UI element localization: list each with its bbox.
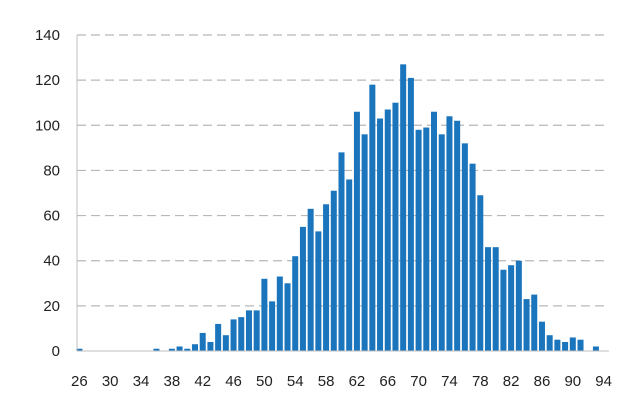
bar — [76, 348, 83, 351]
bar — [238, 317, 245, 351]
bar — [361, 134, 368, 351]
bar — [292, 256, 299, 351]
y-tick-labels: 0 20 40 60 80 100 120 140 — [35, 27, 60, 360]
bar — [261, 278, 268, 351]
bar — [569, 337, 576, 351]
bar — [554, 339, 561, 351]
bar — [176, 346, 183, 351]
bar — [184, 348, 191, 351]
bar — [423, 127, 430, 351]
bar — [431, 111, 438, 352]
bar — [477, 195, 484, 351]
bar — [215, 323, 222, 351]
y-tick-label: 20 — [43, 298, 60, 315]
bar — [199, 332, 206, 351]
bar — [338, 152, 345, 351]
bar — [168, 348, 175, 351]
bar — [538, 321, 545, 351]
x-tick-label: 46 — [225, 373, 242, 390]
bar — [562, 341, 569, 351]
x-tick-label: 62 — [349, 373, 366, 390]
bar — [384, 109, 391, 352]
x-tick-label: 58 — [318, 373, 335, 390]
x-tick-label: 54 — [287, 373, 304, 390]
y-tick-label: 80 — [43, 162, 60, 179]
bar — [446, 116, 453, 351]
bar — [253, 310, 260, 351]
x-tick-label: 82 — [503, 373, 520, 390]
axes — [76, 35, 609, 352]
bar — [284, 283, 291, 351]
bar — [484, 247, 491, 351]
bar — [469, 163, 476, 351]
bar — [330, 190, 337, 351]
y-tick-label: 120 — [35, 72, 60, 89]
bar — [392, 102, 399, 352]
y-tick-label: 60 — [43, 208, 60, 225]
bar — [315, 231, 322, 351]
x-tick-label: 42 — [194, 373, 211, 390]
y-tick-label: 40 — [43, 253, 60, 270]
x-tick-labels: 26 30 34 38 42 46 50 54 58 62 66 70 74 78 82 86 90 94 — [71, 373, 612, 390]
bar — [323, 204, 330, 351]
bar — [153, 348, 160, 351]
bar — [508, 265, 515, 351]
bar — [407, 77, 414, 351]
bar — [276, 276, 283, 351]
bar — [531, 294, 538, 351]
x-tick-label: 26 — [71, 373, 88, 390]
bar — [454, 120, 461, 352]
bar — [299, 226, 306, 351]
x-tick-label: 38 — [164, 373, 181, 390]
bar — [269, 301, 276, 351]
x-tick-label: 86 — [534, 373, 551, 390]
bar — [346, 179, 353, 351]
bar — [515, 260, 522, 351]
bar — [307, 208, 314, 351]
x-tick-label: 30 — [102, 373, 119, 390]
x-tick-label: 34 — [133, 373, 150, 390]
bar — [500, 269, 507, 351]
bars — [76, 64, 599, 352]
bar — [222, 335, 229, 351]
bar — [415, 129, 422, 351]
bar — [461, 143, 468, 351]
y-tick-label: 0 — [52, 343, 60, 360]
y-tick-label: 140 — [35, 27, 60, 44]
bar — [192, 344, 199, 351]
bar — [207, 341, 214, 351]
x-tick-label: 66 — [379, 373, 396, 390]
x-tick-label: 74 — [441, 373, 458, 390]
bar — [230, 319, 237, 351]
bar — [400, 64, 407, 351]
bar — [377, 118, 384, 351]
x-tick-label: 50 — [256, 373, 273, 390]
bar — [492, 247, 499, 351]
bar — [592, 346, 599, 351]
bar — [245, 310, 252, 351]
x-tick-label: 94 — [595, 373, 612, 390]
bar — [523, 299, 530, 351]
bar — [546, 335, 553, 351]
x-tick-label: 78 — [472, 373, 489, 390]
x-tick-label: 90 — [564, 373, 581, 390]
y-tick-label: 100 — [35, 117, 60, 134]
bar — [369, 84, 376, 351]
bar — [438, 134, 445, 351]
bar — [577, 339, 584, 351]
x-tick-label: 70 — [410, 373, 427, 390]
bar — [353, 111, 360, 352]
